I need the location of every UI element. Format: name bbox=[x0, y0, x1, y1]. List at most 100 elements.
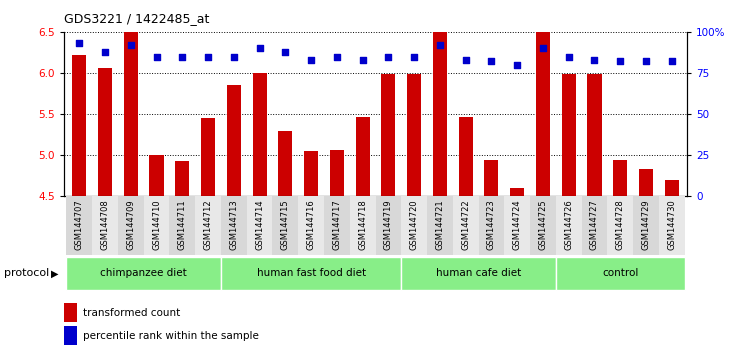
Bar bbox=[355, 116, 369, 196]
Point bbox=[382, 54, 394, 59]
Text: GSM144728: GSM144728 bbox=[616, 199, 625, 250]
Point bbox=[434, 42, 446, 48]
Text: GSM144715: GSM144715 bbox=[281, 199, 290, 250]
Text: GSM144724: GSM144724 bbox=[513, 199, 522, 250]
Bar bbox=[324, 196, 350, 255]
Bar bbox=[273, 196, 298, 255]
Bar bbox=[92, 196, 118, 255]
Point bbox=[228, 54, 240, 59]
Point bbox=[202, 54, 214, 59]
Bar bbox=[530, 196, 556, 255]
Text: human cafe diet: human cafe diet bbox=[436, 268, 521, 279]
Bar bbox=[407, 74, 421, 196]
Bar bbox=[221, 257, 401, 290]
Text: GSM144707: GSM144707 bbox=[75, 199, 84, 250]
Bar bbox=[401, 196, 427, 255]
Text: GSM144714: GSM144714 bbox=[255, 199, 264, 250]
Text: GSM144711: GSM144711 bbox=[178, 199, 187, 250]
Point bbox=[408, 54, 420, 59]
Bar bbox=[453, 196, 478, 255]
Bar bbox=[66, 257, 221, 290]
Text: control: control bbox=[602, 268, 638, 279]
Text: GSM144730: GSM144730 bbox=[667, 199, 676, 250]
Bar bbox=[72, 55, 86, 196]
Text: GSM144718: GSM144718 bbox=[358, 199, 367, 250]
Text: human fast food diet: human fast food diet bbox=[257, 268, 366, 279]
Point bbox=[279, 49, 291, 55]
Text: protocol: protocol bbox=[4, 268, 49, 279]
Bar bbox=[587, 74, 602, 196]
Bar bbox=[401, 257, 556, 290]
Bar bbox=[639, 169, 653, 196]
Text: GSM144725: GSM144725 bbox=[538, 199, 547, 250]
Point bbox=[562, 54, 575, 59]
Text: GSM144708: GSM144708 bbox=[101, 199, 110, 250]
Text: GSM144716: GSM144716 bbox=[306, 199, 315, 250]
Point bbox=[99, 49, 111, 55]
Bar bbox=[659, 196, 685, 255]
Text: GSM144720: GSM144720 bbox=[409, 199, 418, 250]
Bar bbox=[484, 160, 499, 196]
Text: GSM144719: GSM144719 bbox=[384, 199, 393, 250]
Text: GSM144721: GSM144721 bbox=[436, 199, 445, 250]
Bar bbox=[330, 149, 344, 196]
Bar bbox=[556, 196, 581, 255]
Bar bbox=[298, 196, 324, 255]
Bar bbox=[427, 196, 453, 255]
Text: GSM144723: GSM144723 bbox=[487, 199, 496, 250]
Bar bbox=[613, 160, 627, 196]
Bar bbox=[510, 188, 524, 196]
Bar bbox=[195, 196, 221, 255]
Bar bbox=[143, 196, 170, 255]
Bar bbox=[382, 74, 396, 196]
Bar bbox=[201, 118, 215, 196]
Bar bbox=[124, 32, 138, 196]
Bar bbox=[279, 131, 292, 196]
Bar bbox=[304, 151, 318, 196]
Bar bbox=[562, 74, 576, 196]
Point bbox=[331, 54, 343, 59]
Bar bbox=[227, 85, 241, 196]
Text: GSM144709: GSM144709 bbox=[126, 199, 135, 250]
Bar bbox=[170, 196, 195, 255]
Point bbox=[511, 62, 523, 68]
Text: GSM144713: GSM144713 bbox=[229, 199, 238, 250]
Point bbox=[537, 46, 549, 51]
Text: GSM144726: GSM144726 bbox=[564, 199, 573, 250]
Bar bbox=[608, 196, 633, 255]
Point bbox=[125, 42, 137, 48]
Text: GDS3221 / 1422485_at: GDS3221 / 1422485_at bbox=[64, 12, 210, 25]
Bar bbox=[66, 196, 92, 255]
Bar bbox=[221, 196, 247, 255]
Bar bbox=[536, 32, 550, 196]
Text: GSM144727: GSM144727 bbox=[590, 199, 599, 250]
Bar bbox=[175, 161, 189, 196]
Text: percentile rank within the sample: percentile rank within the sample bbox=[83, 331, 258, 341]
Text: transformed count: transformed count bbox=[83, 308, 179, 318]
Bar bbox=[504, 196, 530, 255]
Point bbox=[74, 41, 86, 46]
Point bbox=[176, 54, 189, 59]
Point bbox=[485, 59, 497, 64]
Bar bbox=[350, 196, 376, 255]
Text: GSM144717: GSM144717 bbox=[333, 199, 342, 250]
Text: ▶: ▶ bbox=[51, 268, 59, 279]
Bar bbox=[478, 196, 504, 255]
Text: GSM144712: GSM144712 bbox=[204, 199, 213, 250]
Text: chimpanzee diet: chimpanzee diet bbox=[101, 268, 187, 279]
Point bbox=[665, 59, 677, 64]
Bar bbox=[556, 257, 685, 290]
Bar bbox=[149, 155, 164, 196]
Point bbox=[460, 57, 472, 63]
Point bbox=[589, 57, 601, 63]
Point bbox=[614, 59, 626, 64]
Text: GSM144729: GSM144729 bbox=[641, 199, 650, 250]
Bar bbox=[665, 180, 679, 196]
Bar bbox=[459, 116, 472, 196]
Bar bbox=[98, 68, 112, 196]
Point bbox=[305, 57, 317, 63]
Text: GSM144722: GSM144722 bbox=[461, 199, 470, 250]
Bar bbox=[581, 196, 608, 255]
Point bbox=[150, 54, 162, 59]
Bar bbox=[433, 32, 447, 196]
